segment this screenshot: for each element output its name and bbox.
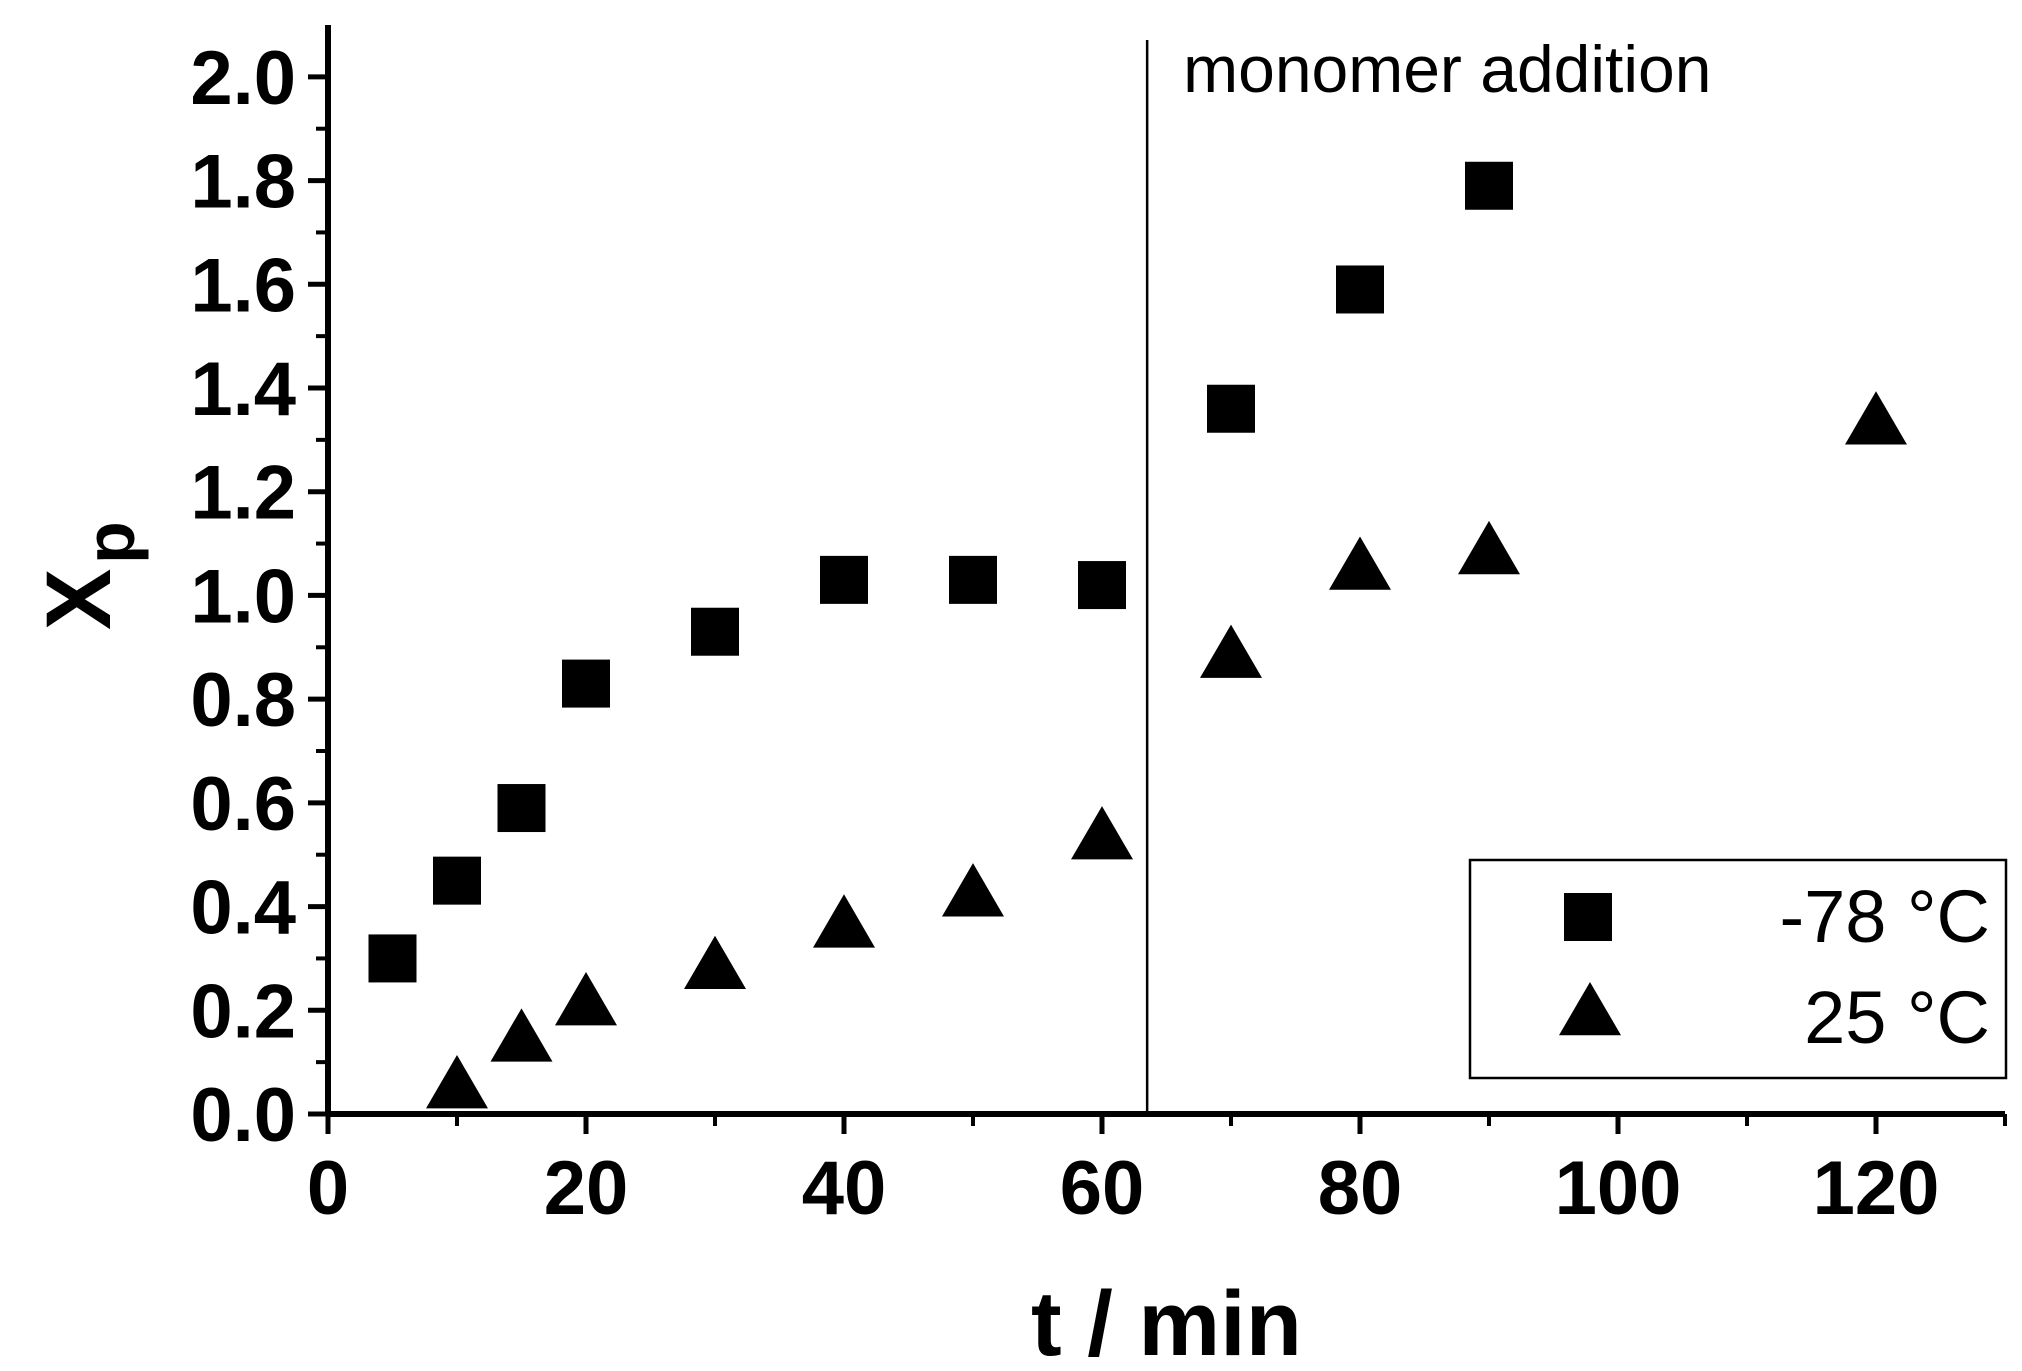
data-point-triangle <box>942 863 1004 917</box>
data-point-square <box>433 856 481 905</box>
x-axis-title: t / min <box>1031 1273 1302 1371</box>
data-point-square <box>497 784 546 833</box>
legend-box <box>1468 858 2008 1080</box>
y-axis-title-subscript: p <box>71 521 149 564</box>
data-point-triangle <box>1071 806 1133 860</box>
data-point-square <box>820 555 868 604</box>
y-tick-label: 1.2 <box>190 451 296 536</box>
y-tick-label: 0.6 <box>190 762 296 847</box>
axes <box>325 25 2005 1117</box>
x-tick-label: 40 <box>802 1146 887 1231</box>
monomer-addition-label: monomer addition <box>1183 32 1711 106</box>
x-tick-label: 0 <box>307 1146 349 1231</box>
y-tick-label: 0.2 <box>190 969 296 1054</box>
y-tick-label: 1.4 <box>190 347 296 432</box>
x-tick-label: 120 <box>1813 1146 1940 1231</box>
data-point-square <box>562 659 610 708</box>
y-tick-label: 0.4 <box>190 866 296 951</box>
data-point-square <box>1465 161 1513 210</box>
data-point-triangle <box>1458 520 1520 575</box>
y-tick-label: 1.8 <box>190 140 296 225</box>
y-tick-label: 0.8 <box>190 658 296 743</box>
data-point-square <box>1207 384 1255 433</box>
data-point-triangle <box>1845 391 1907 445</box>
y-tick-label: 1.6 <box>190 243 296 328</box>
y-tick-label: 0.0 <box>190 1073 296 1158</box>
data-point-triangle <box>555 972 617 1026</box>
legend: -78 °C 25 °C <box>1468 858 2008 1080</box>
legend-square-icon <box>1564 893 1612 941</box>
ticks: 0 20 40 60 80 100 120 0.0 0.2 0.4 0.6 0.8 1.0 1.2 1.4 1… <box>190 36 2007 1231</box>
data-point-triangle <box>1200 624 1262 678</box>
data-point-square <box>691 607 739 656</box>
data-point-square <box>1336 265 1384 314</box>
data-point-square <box>368 934 417 983</box>
data-point-square <box>949 555 997 604</box>
legend-label-minus78: -78 °C <box>1779 875 1990 958</box>
legend-triangle-icon <box>1559 981 1621 1036</box>
data-point-triangle <box>813 894 875 948</box>
data-point-square <box>1078 561 1126 610</box>
y-axis-title: X p <box>28 521 149 630</box>
data-marks <box>368 161 1907 1109</box>
data-point-triangle <box>1329 536 1391 590</box>
x-tick-label: 100 <box>1555 1146 1682 1231</box>
y-tick-label: 2.0 <box>190 36 296 121</box>
x-tick-label: 60 <box>1060 1146 1145 1231</box>
legend-label-25: 25 °C <box>1804 976 1990 1059</box>
x-tick-label: 20 <box>544 1146 629 1231</box>
data-point-triangle <box>490 1008 553 1062</box>
y-tick-label: 1.0 <box>190 554 296 639</box>
x-tick-label: 80 <box>1318 1146 1403 1231</box>
y-axis-title-main: X <box>28 569 130 630</box>
data-point-triangle <box>426 1055 488 1109</box>
data-point-triangle <box>684 935 746 990</box>
